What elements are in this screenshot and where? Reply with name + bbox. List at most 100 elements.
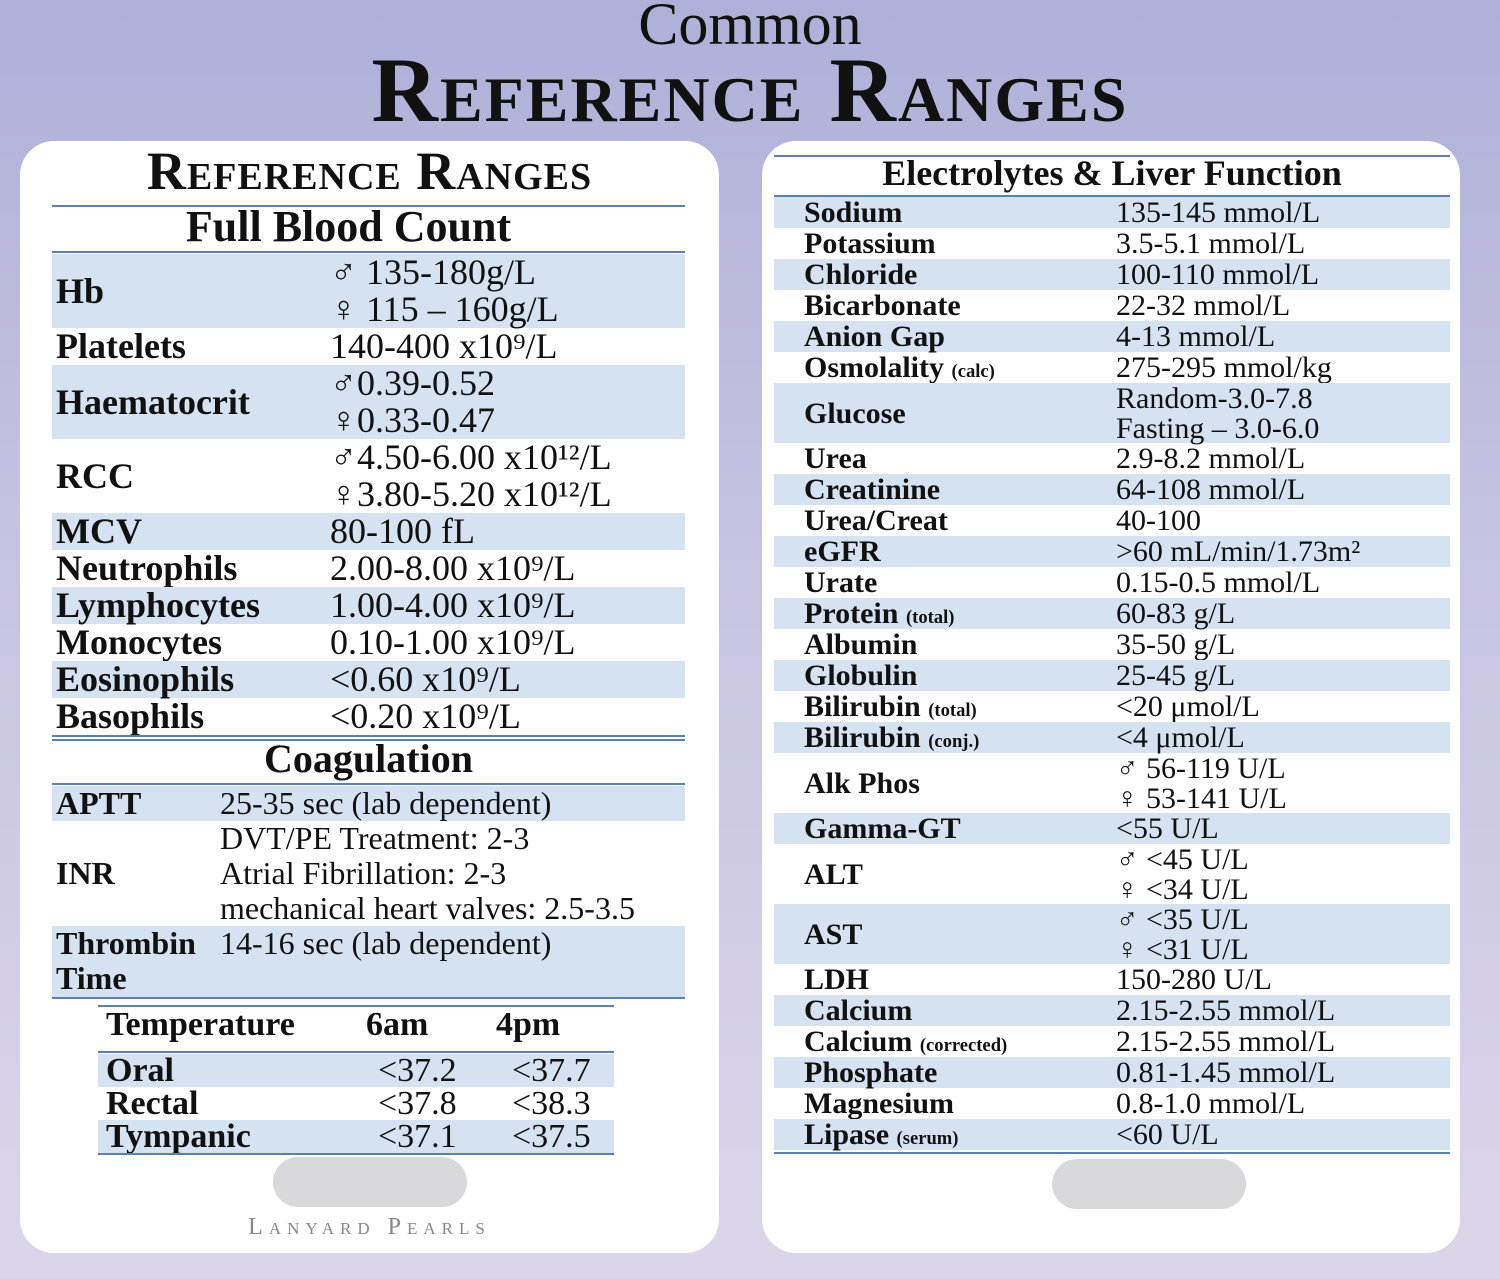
electrolytes-heading: Electrolytes & Liver Function [882,153,1342,193]
electrolyte-label: Glucose [804,398,906,429]
header-title: Reference Ranges [371,39,1129,141]
electrolyte-value: 40-100 [1116,504,1201,537]
electrolyte-label-text: Globulin [804,659,918,692]
temp-6am: <37.1 [378,1118,457,1155]
fbc-value: 2.00-8.00 x10⁹/L [330,548,576,588]
fbc-row: RCC ♂4.50-6.00 x10¹²/L ♀3.80-5.20 x10¹²/L [52,439,685,513]
temp-header: 4pm [496,1006,561,1043]
electrolyte-label-qualifier: (serum) [896,1128,959,1149]
coag-row: INR DVT/PE Treatment: 2-3 Atrial Fibrillat… [52,821,685,926]
coag-heading: Coagulation [264,736,473,781]
electrolyte-value: 60-83 g/L [1116,597,1236,630]
coag-value: Atrial Fibrillation: 2-3 [220,855,507,891]
electrolyte-value: 25-45 g/L [1116,659,1236,692]
electrolyte-value: 275-295 mmol/kg [1116,351,1332,384]
electrolyte-label: Chloride [804,259,917,290]
electrolyte-value: ♂ 56-119 U/L [1116,752,1286,785]
temp-4pm: <37.5 [512,1118,591,1155]
lanyard-slot [1052,1159,1246,1209]
electrolyte-label-qualifier: (corrected) [919,1035,1008,1056]
fbc-row: Monocytes 0.10-1.00 x10⁹/L [52,624,685,661]
fbc-label: RCC [56,455,134,496]
fbc-heading: Full Blood Count [185,202,512,251]
fbc-value: ♂4.50-6.00 x10¹²/L [330,437,612,477]
electrolyte-label: ALT [804,859,863,890]
electrolyte-row: Phosphate 0.81-1.45 mmol/L [774,1057,1450,1088]
electrolyte-value: 0.81-1.45 mmol/L [1116,1056,1336,1089]
electrolyte-label-text: Bilirubin [804,721,921,754]
lanyard-slot [273,1157,467,1207]
electrolyte-row: Potassium 3.5-5.1 mmol/L [774,228,1450,259]
electrolyte-row: Anion Gap 4-13 mmol/L [774,321,1450,352]
temp-header: 6am [366,1006,429,1043]
electrolyte-label: Osmolality (calc) [804,352,995,387]
electrolyte-label-text: Gamma-GT [804,812,961,845]
electrolyte-label-text: Albumin [804,628,918,661]
temp-header: Temperature [106,1006,295,1043]
coag-heading-rule [52,783,685,785]
coag-value: mechanical heart valves: 2.5-3.5 [220,890,635,926]
fbc-label: Eosinophils [56,659,235,699]
temp-label: Oral [106,1052,174,1089]
fbc-label: Hb [56,270,105,311]
fbc-value: <0.60 x10⁹/L [330,659,521,699]
electrolyte-row: Bilirubin (conj.) <4 μmol/L [774,722,1450,753]
fbc-value: ♀0.33-0.47 [330,400,495,440]
coag-value: DVT/PE Treatment: 2-3 [220,820,530,856]
electrolyte-label-text: Calcium [804,1025,913,1058]
electrolyte-label: eGFR [804,536,881,567]
coag-value: 14-16 sec (lab dependent) [220,925,552,961]
header-common: Common [638,0,862,57]
electrolyte-row: Alk Phos ♂ 56-119 U/L ♀ 53-141 U/L [774,752,1450,814]
fbc-label: Platelets [56,326,186,366]
electrolyte-label-text: LDH [804,963,870,996]
electrolyte-label: Globulin [804,660,917,691]
temp-6am: <37.2 [378,1052,457,1089]
fbc-heading-rule [52,251,685,253]
electrolyte-label-text: Osmolality [804,351,944,384]
electrolyte-value: <4 μmol/L [1116,721,1245,754]
electrolyte-row: Urea/Creat 40-100 [774,505,1450,536]
temp-4pm: <38.3 [512,1085,591,1122]
electrolyte-label-text: Magnesium [804,1087,954,1120]
electrolyte-label: Alk Phos [804,768,920,799]
temp-header-row: Temperature 6am 4pm [98,1008,614,1046]
electrolyte-value: 22-32 mmol/L [1116,289,1291,322]
electrolyte-value: <55 U/L [1116,812,1219,845]
fbc-label: Haematocrit [56,381,250,422]
electrolyte-row: ALT ♂ <45 U/L ♀ <34 U/L [774,843,1450,905]
electrolyte-label: Anion Gap [804,321,945,352]
electrolyte-label: Lipase (serum) [804,1119,959,1154]
electrolyte-label: Urea/Creat [804,505,948,536]
electrolyte-label-text: Glucose [804,396,906,430]
electrolyte-label: Bilirubin (total) [804,691,977,726]
electrolyte-label: Urate [804,567,877,598]
electrolyte-value: ♂ <45 U/L [1116,843,1249,876]
electrolyte-label: Gamma-GT [804,813,961,844]
fbc-value: ♀3.80-5.20 x10¹²/L [330,474,612,514]
fbc-label: MCV [56,511,142,551]
electrolyte-row: Globulin 25-45 g/L [774,660,1450,691]
electrolyte-label: Potassium [804,228,936,259]
electrolyte-row: Calcium (corrected) 2.15-2.55 mmol/L [774,1026,1450,1057]
electrolyte-label-text: Anion Gap [804,320,945,353]
electrolyte-value: 0.15-0.5 mmol/L [1116,566,1321,599]
fbc-value: 1.00-4.00 x10⁹/L [330,585,576,625]
fbc-value: ♂0.39-0.52 [330,363,495,403]
electrolyte-label-text: Phosphate [804,1056,938,1089]
electrolyte-row: Bilirubin (total) <20 μmol/L [774,691,1450,722]
electrolyte-value: 150-280 U/L [1116,963,1272,996]
electrolyte-label-text: Bilirubin [804,690,921,723]
temp-label: Tympanic [106,1118,251,1155]
electrolyte-value: 2.15-2.55 mmol/L [1116,1025,1336,1058]
electrolyte-value: Fasting – 3.0-6.0 [1116,412,1320,445]
temp-top-rule [98,1005,614,1007]
coag-label: Thrombin [56,925,196,961]
fbc-value: ♀ 115 – 160g/L [330,289,559,329]
temp-row: Oral <37.2 <37.7 [98,1052,614,1089]
coag-row: Thrombin Time 14-16 sec (lab dependent) [52,926,685,998]
electrolyte-label-qualifier: (calc) [951,361,995,382]
right-card: Electrolytes & Liver Function Sodium 135-1… [762,141,1460,1253]
fbc-row: Eosinophils <0.60 x10⁹/L [52,661,685,698]
temp-4pm: <37.7 [512,1052,591,1089]
